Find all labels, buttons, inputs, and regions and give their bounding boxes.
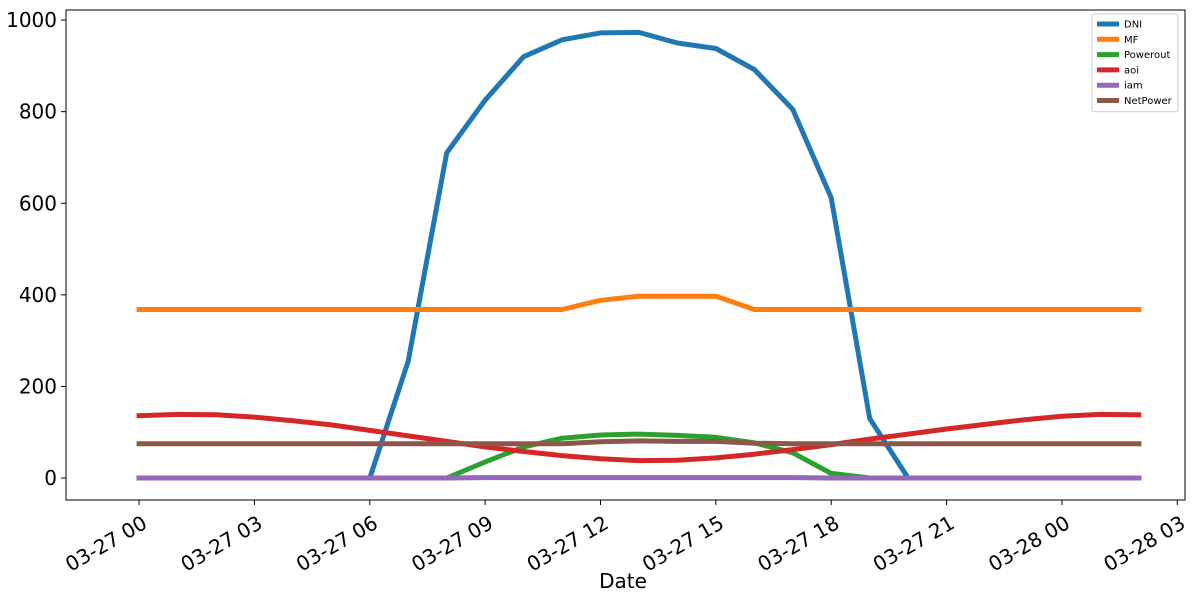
y-tick-label: 600 — [19, 191, 57, 215]
legend-label-aoi: aoi — [1124, 65, 1139, 76]
legend-label-powerout: Powerout — [1124, 50, 1170, 61]
x-tick-label: 03-27 21 — [869, 511, 959, 577]
series-line-dni — [136, 29, 1142, 481]
x-tick-label: 03-27 12 — [523, 511, 613, 577]
legend: DNI MF Powerout aoi iam NetPower — [1091, 13, 1179, 113]
legend-label-netpower: NetPower — [1124, 96, 1173, 107]
plot-area — [136, 29, 1142, 481]
y-tick-label: 0 — [44, 466, 57, 490]
series-line-netpower — [136, 438, 1142, 447]
x-tick-label: 03-28 03 — [1099, 511, 1189, 577]
y-tick-label: 200 — [19, 374, 57, 398]
series-line-mf — [136, 293, 1142, 312]
plot-frame — [65, 9, 1186, 501]
y-axis: 0 200 400 600 800 1000 — [6, 8, 66, 490]
y-tick-label: 800 — [19, 100, 57, 124]
legend-label-iam: iam — [1124, 81, 1143, 92]
x-tick-label: 03-27 18 — [753, 511, 843, 577]
series-line-aoi — [136, 411, 1142, 464]
x-axis-label: Date — [599, 569, 647, 593]
x-tick-label: 03-27 00 — [61, 511, 151, 577]
x-axis: 03-27 00 03-27 03 03-27 06 03-27 09 03-27 12… — [61, 500, 1189, 576]
legend-label-dni: DNI — [1124, 20, 1142, 31]
legend-label-mf: MF — [1124, 35, 1139, 46]
x-tick-label: 03-28 00 — [984, 511, 1074, 577]
y-tick-label: 400 — [19, 283, 57, 307]
x-tick-label: 03-27 06 — [292, 511, 382, 577]
x-tick-label: 03-27 03 — [177, 511, 267, 577]
y-tick-label: 1000 — [6, 8, 57, 32]
x-tick-label: 03-27 09 — [407, 511, 497, 577]
x-tick-label: 03-27 15 — [638, 511, 728, 577]
